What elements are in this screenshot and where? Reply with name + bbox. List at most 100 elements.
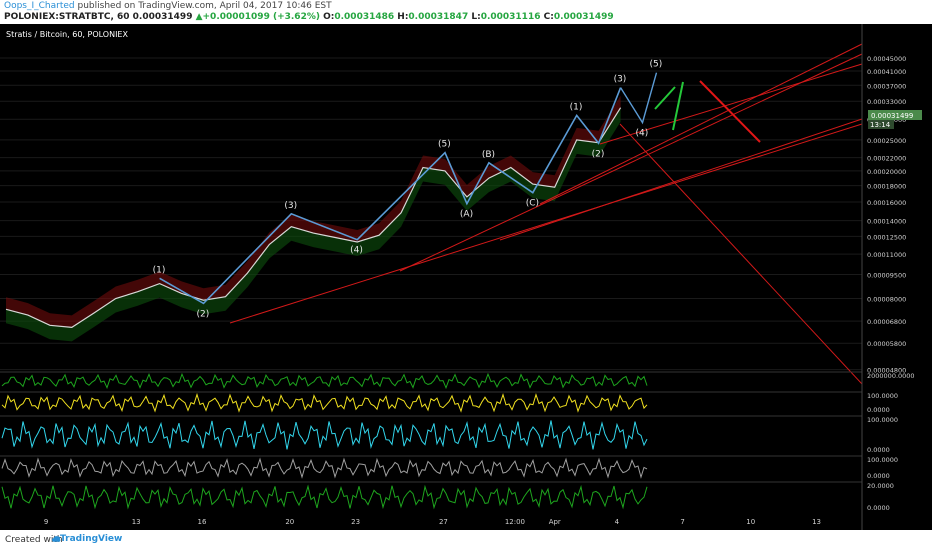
x-tick-label: 10 <box>746 518 755 526</box>
low-value: 0.00031116 <box>480 12 541 22</box>
y-tick-label: 0.00018000 <box>867 183 906 191</box>
trend-line <box>229 123 863 324</box>
indicator-tick-label: 2000000.0000 <box>867 372 915 380</box>
countdown-tag-label: 13:14 <box>870 121 891 129</box>
trend-line <box>499 118 863 241</box>
x-tick-label: Apr <box>549 518 561 526</box>
x-tick-label: 4 <box>615 518 620 526</box>
time-axis: 9 13 16 20 23 27 12:00 Apr 4 7 10 13 <box>44 518 821 526</box>
change-value: +0.00001099 (+3.62%) <box>202 12 320 22</box>
open-value: 0.00031486 <box>334 12 395 22</box>
last-price-tag <box>868 110 922 120</box>
indicator-tick-label: 100.0000 <box>867 456 898 464</box>
close-label: C: <box>543 12 554 22</box>
wave-line <box>159 87 622 305</box>
price-tags: 0.00031499 13:14 <box>868 110 922 129</box>
y-tick-label: 0.00033000 <box>867 98 906 106</box>
x-tick-label: 20 <box>285 518 294 526</box>
publication-header: Oops_I_Charted published on TradingView.… <box>0 0 932 24</box>
x-tick-label: 16 <box>198 518 207 526</box>
y-tick-label: 0.00025000 <box>867 137 906 145</box>
indicator-line <box>1 457 648 479</box>
wave-label: (3) <box>284 201 297 211</box>
change-arrow-icon: ▲ <box>195 12 203 22</box>
ticker-line: POLONIEX:STRATBTC, 60 0.00031499 ▲+0.000… <box>4 12 614 23</box>
indicator-tick-label: 0.0000 <box>867 472 890 480</box>
countdown-tag <box>868 120 894 129</box>
wave-label: (1) <box>570 102 583 112</box>
indicator-line <box>1 420 648 450</box>
indicator-panes: 2000000.0000 100.0000 0.0000 100.0000 0.0000… <box>0 371 915 512</box>
y-tick-label: 0.00041000 <box>867 68 906 76</box>
projection-wave <box>620 72 658 125</box>
x-tick-label: 12:00 <box>505 518 525 526</box>
publication-line: Oops_I_Charted published on TradingView.… <box>4 1 332 12</box>
price-series <box>5 107 622 329</box>
grid-lines <box>0 57 862 371</box>
close-value: 0.00031499 <box>553 12 614 22</box>
projection-up-arrow <box>654 86 676 110</box>
trend-line <box>399 53 863 272</box>
projection-down-arrow <box>699 80 761 143</box>
price-line <box>5 107 622 329</box>
footer: Created with TradingView <box>0 530 932 550</box>
trend-line <box>539 43 863 205</box>
tradingview-cloud-icon <box>52 536 61 542</box>
indicator-tick-label: 100.0000 <box>867 416 898 424</box>
x-tick-label: 7 <box>680 518 684 526</box>
chart-area[interactable]: Stratis / Bitcoin, 60, POLONIEX (1) (2) (3… <box>0 24 932 530</box>
open-label: O: <box>323 12 335 22</box>
x-tick-label: 27 <box>439 518 448 526</box>
high-value: 0.00031847 <box>408 12 469 22</box>
trend-lines <box>229 43 863 385</box>
y-tick-label: 0.00045000 <box>867 55 906 63</box>
y-tick-label: 0.00011000 <box>867 251 906 259</box>
last-price-tag-label: 0.00031499 <box>871 112 913 120</box>
y-tick-label: 0.00009500 <box>867 272 906 280</box>
created-with-label: Created with <box>5 535 63 545</box>
indicator-tick-label: 0.0000 <box>867 504 890 512</box>
chart-title: Stratis / Bitcoin, 60, POLONIEX <box>6 30 128 39</box>
tradingview-brand-link[interactable]: TradingView <box>60 534 123 544</box>
y-tick-label: 0.00004800 <box>867 367 906 375</box>
y-tick-label: 0.00006800 <box>867 318 906 326</box>
y-tick-label: 0.00008000 <box>867 295 906 303</box>
symbol-label: POLONIEX:STRATBTC, 60 <box>4 12 130 22</box>
y-tick-label: 0.00037000 <box>867 82 906 90</box>
y-tick-label: 0.00012500 <box>867 233 906 241</box>
wave-label: (4) <box>350 246 363 256</box>
last-price: 0.00031499 <box>132 12 193 22</box>
wave-label: (3) <box>614 75 627 85</box>
published-text: published on TradingView.com, April 04, … <box>77 1 332 11</box>
indicator-tick-label: 0.0000 <box>867 406 890 414</box>
indicator-tick-label: 20.0000 <box>867 482 894 490</box>
x-tick-label: 13 <box>812 518 821 526</box>
projection-up-arrow <box>672 81 684 131</box>
upper-band <box>6 95 621 328</box>
wave-label: (B) <box>482 150 495 160</box>
wave-label: (C) <box>526 199 539 209</box>
x-tick-label: 9 <box>44 518 48 526</box>
wave-label: (A) <box>460 210 473 220</box>
indicator-line <box>1 484 648 510</box>
indicator-line <box>1 392 648 413</box>
wave-label: (5) <box>438 140 451 150</box>
wave-label: (2) <box>592 149 605 159</box>
wave-label: (2) <box>197 309 210 319</box>
price-axis: 0.00045000 0.00041000 0.00037000 0.00033000… <box>861 24 906 530</box>
indicator-tick-label: 100.0000 <box>867 392 898 400</box>
y-tick-label: 0.00022000 <box>867 155 906 163</box>
trend-line <box>619 123 863 385</box>
chart-svg[interactable]: Stratis / Bitcoin, 60, POLONIEX (1) (2) (3… <box>0 24 932 530</box>
x-tick-label: 13 <box>132 518 141 526</box>
low-label: L: <box>471 12 481 22</box>
y-tick-label: 0.00005800 <box>867 340 906 348</box>
wave-label: (4) <box>636 129 649 139</box>
y-tick-label: 0.00014000 <box>867 218 906 226</box>
author-link[interactable]: Oops_I_Charted <box>4 1 75 11</box>
y-tick-label: 0.00020000 <box>867 168 906 176</box>
x-tick-label: 23 <box>351 518 360 526</box>
projection-arrows <box>620 72 761 143</box>
wave-label: (1) <box>153 265 166 275</box>
high-label: H: <box>397 12 409 22</box>
